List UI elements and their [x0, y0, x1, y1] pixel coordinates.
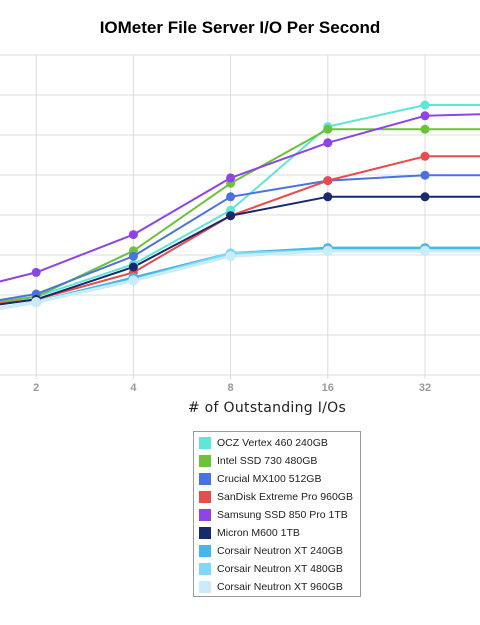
- legend-swatch: [199, 491, 211, 503]
- data-point: [420, 124, 430, 134]
- chart-title: IOMeter File Server I/O Per Second: [99, 18, 381, 37]
- x-tick-label: 32: [419, 382, 431, 394]
- legend-item: Corsair Neutron XT 960GB: [194, 578, 360, 596]
- x-tick-label: 8: [228, 382, 234, 394]
- legend-label: Micron M600 1TB: [217, 527, 300, 539]
- legend-item: Samsung SSD 850 Pro 1TB: [194, 506, 360, 524]
- legend-item: OCZ Vertex 460 240GB: [194, 434, 360, 452]
- legend-label: Crucial MX100 512GB: [217, 473, 322, 485]
- legend-label: OCZ Vertex 460 240GB: [217, 437, 328, 449]
- legend-item: Corsair Neutron XT 480GB: [194, 560, 360, 578]
- legend-label: Intel SSD 730 480GB: [217, 455, 318, 467]
- data-point: [225, 251, 236, 262]
- legend-swatch: [199, 545, 211, 557]
- legend-item: SanDisk Extreme Pro 960GB: [194, 488, 360, 506]
- x-axis-ticks: 2 4 8 16 32: [33, 382, 431, 394]
- data-point: [128, 251, 138, 261]
- chart-grid: [0, 54, 480, 379]
- legend-item: Micron M600 1TB: [194, 524, 360, 542]
- data-point: [323, 138, 333, 148]
- legend-swatch: [199, 527, 211, 539]
- legend-item: Corsair Neutron XT 240GB: [194, 542, 360, 560]
- legend-swatch: [199, 455, 211, 467]
- data-point: [323, 176, 333, 186]
- legend-label: Corsair Neutron XT 240GB: [217, 545, 343, 557]
- data-point: [420, 100, 430, 110]
- data-point: [31, 297, 42, 308]
- data-point: [128, 275, 139, 286]
- data-point: [420, 245, 430, 256]
- chart-legend: OCZ Vertex 460 240GB Intel SSD 730 480GB C…: [193, 431, 361, 597]
- data-point: [226, 192, 236, 202]
- data-point: [226, 173, 236, 183]
- series-line: [0, 128, 480, 303]
- x-tick-label: 4: [130, 382, 137, 394]
- legend-swatch: [199, 563, 211, 575]
- legend-swatch: [199, 437, 211, 449]
- legend-item: Crucial MX100 512GB: [194, 470, 360, 488]
- data-point: [420, 192, 430, 202]
- data-point: [420, 111, 430, 121]
- data-point: [128, 262, 138, 272]
- data-point: [322, 245, 333, 256]
- x-tick-label: 16: [322, 382, 334, 394]
- data-point: [31, 267, 41, 277]
- legend-label: SanDisk Extreme Pro 960GB: [217, 491, 353, 503]
- data-point: [420, 151, 430, 161]
- series-markers: [31, 100, 430, 308]
- legend-swatch: [199, 581, 211, 593]
- legend-label: Corsair Neutron XT 960GB: [217, 581, 343, 593]
- legend-label: Samsung SSD 850 Pro 1TB: [217, 509, 348, 521]
- legend-swatch: [199, 509, 211, 521]
- legend-label: Corsair Neutron XT 480GB: [217, 563, 343, 575]
- data-point: [323, 192, 333, 202]
- x-axis-label: # of Outstanding I/Os: [187, 400, 347, 416]
- legend-swatch: [199, 473, 211, 485]
- data-point: [226, 211, 236, 221]
- data-point: [128, 230, 138, 240]
- series-line: [0, 113, 480, 283]
- data-point: [420, 170, 430, 180]
- legend-item: Intel SSD 730 480GB: [194, 452, 360, 470]
- x-tick-label: 2: [33, 382, 39, 394]
- data-point: [323, 124, 333, 134]
- series-lines: [0, 104, 480, 310]
